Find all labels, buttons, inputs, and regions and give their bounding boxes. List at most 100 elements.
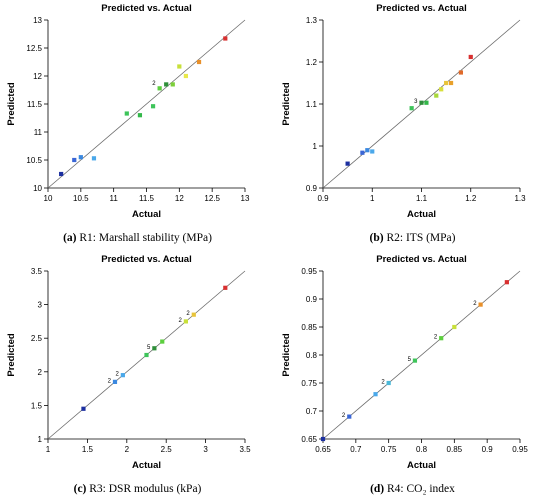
data-point <box>504 280 509 285</box>
data-point <box>196 59 202 65</box>
data-point <box>424 100 429 105</box>
data-point <box>444 80 449 86</box>
data-point <box>412 358 418 363</box>
x-tick-label: 10.5 <box>73 194 89 203</box>
y-axis-label: Predicted <box>6 82 17 125</box>
data-point <box>448 80 454 86</box>
x-tick-label: 0.9 <box>482 445 494 454</box>
y-tick-label: 0.75 <box>301 379 317 388</box>
chart-panel-r1: Predicted vs. Actual 10 10.5 11 11.5 12 12.5 13… <box>0 0 275 251</box>
data-point <box>223 36 228 41</box>
data-point <box>160 339 165 344</box>
data-point <box>144 352 149 358</box>
x-tick-label: 2.5 <box>161 445 173 454</box>
point-count-label: 5 <box>147 345 151 351</box>
y-tick-label: 1.5 <box>31 401 43 410</box>
x-axis-label: Actual <box>132 209 161 220</box>
chart-svg-r4: Predicted vs. Actual 0.65 0.7 0.75 0.8 0.85 0.… <box>281 254 528 471</box>
reference-line <box>47 19 246 189</box>
data-point <box>112 379 118 384</box>
data-point <box>152 346 157 351</box>
point-count-label: 2 <box>381 380 385 386</box>
x-tick-label: 12 <box>175 194 184 203</box>
x-tick-label: 13 <box>241 194 250 203</box>
chart-title: Predicted vs. Actual <box>376 3 466 14</box>
y-tick-label: 1 <box>313 142 318 151</box>
data-point <box>345 161 350 166</box>
data-point <box>164 82 169 87</box>
data-point <box>120 373 125 378</box>
x-tick-label: 0.8 <box>416 445 428 454</box>
point-count-label: 2 <box>179 318 183 324</box>
y-tick-label: 13 <box>33 16 42 25</box>
data-point <box>434 93 439 98</box>
caption-text-r3: R3: DSR modulus (kPa) <box>89 483 202 495</box>
data-point <box>458 70 463 75</box>
chart-panel-r2: Predicted vs. Actual 0.9 1 1.1 1.2 1.3 0.9 1 1.1… <box>275 0 550 251</box>
chart-title: Predicted vs. Actual <box>101 3 191 14</box>
y-tick-label: 11.5 <box>27 100 43 109</box>
chart-svg-r2: Predicted vs. Actual 0.9 1 1.1 1.2 1.3 0.9 1 1.1… <box>281 3 526 220</box>
data-point <box>124 111 129 116</box>
y-axis-label: Predicted <box>6 333 17 376</box>
data-point <box>150 104 156 109</box>
chart-caption-r4: (d) R4: CO₂ index <box>275 483 550 495</box>
chart-panel-r3: Predicted vs. Actual 1 1.5 2 2.5 3 3.5 1 1.5 2 2.5… <box>0 251 275 502</box>
data-point <box>91 156 97 161</box>
x-tick-label: 0.75 <box>381 445 397 454</box>
data-point <box>78 155 83 160</box>
data-point <box>373 392 378 397</box>
point-count-label: 5 <box>408 357 412 363</box>
x-tick-label: 3 <box>203 445 208 454</box>
y-tick-label: 10.5 <box>26 156 42 165</box>
x-tick-label: 0.9 <box>317 194 329 203</box>
x-tick-label: 0.65 <box>315 445 331 454</box>
chart-caption-r1: (a) R1: Marshall stability (MPa) <box>0 232 275 244</box>
data-point <box>59 171 64 177</box>
y-axis-label: Predicted <box>281 333 292 376</box>
data-point <box>386 380 391 386</box>
chart-caption-r2: (b) R2: ITS (MPa) <box>275 232 550 244</box>
caption-text-r2: R2: ITS (MPa) <box>386 232 456 244</box>
x-axis-label: Actual <box>407 460 436 471</box>
data-point <box>478 302 483 307</box>
data-point <box>170 82 175 87</box>
point-count-label: 3 <box>414 99 418 105</box>
y-tick-label: 0.95 <box>301 267 317 276</box>
y-tick-label: 3 <box>38 301 43 310</box>
y-tick-label: 10 <box>33 184 42 193</box>
data-point <box>177 64 182 69</box>
x-axis-label: Actual <box>407 209 436 220</box>
x-tick-label: 2 <box>125 445 130 454</box>
point-count-label: 2 <box>116 372 120 378</box>
chart-svg-r1: Predicted vs. Actual 10 10.5 11 11.5 12 12.5 13… <box>6 3 250 220</box>
y-tick-label: 12.5 <box>26 44 42 53</box>
chart-svg-r3: Predicted vs. Actual 1 1.5 2 2.5 3 3.5 1 1.5 2 2.5… <box>6 254 251 471</box>
data-point <box>320 436 326 442</box>
point-count-label: 2 <box>186 311 190 317</box>
x-tick-label: 1.5 <box>82 445 94 454</box>
data-point <box>439 87 444 92</box>
y-tick-label: 1.3 <box>306 16 318 25</box>
y-axis-label: Predicted <box>281 82 292 125</box>
chart-title: Predicted vs. Actual <box>101 254 191 265</box>
y-tick-label: 12 <box>33 72 42 81</box>
chart-panel-r4: Predicted vs. Actual 0.65 0.7 0.75 0.8 0.85 0.… <box>275 251 550 502</box>
chart-title: Predicted vs. Actual <box>376 254 466 265</box>
data-point <box>347 414 352 419</box>
point-count-label: 2 <box>108 378 112 384</box>
x-tick-label: 0.7 <box>350 445 362 454</box>
data-point <box>439 336 444 341</box>
data-point <box>419 100 424 105</box>
y-tick-label: 0.65 <box>301 435 317 444</box>
caption-text-r1: R1: Marshall stability (MPa) <box>79 232 212 244</box>
data-point <box>137 113 143 118</box>
y-tick-label: 0.9 <box>306 184 318 193</box>
data-point <box>370 149 375 154</box>
data-point <box>452 324 457 330</box>
x-tick-label: 0.85 <box>447 445 463 454</box>
data-point <box>365 148 370 153</box>
x-tick-label: 10 <box>44 194 53 203</box>
caption-label-r1: (a) <box>63 232 77 244</box>
x-tick-label: 1.1 <box>416 194 428 203</box>
